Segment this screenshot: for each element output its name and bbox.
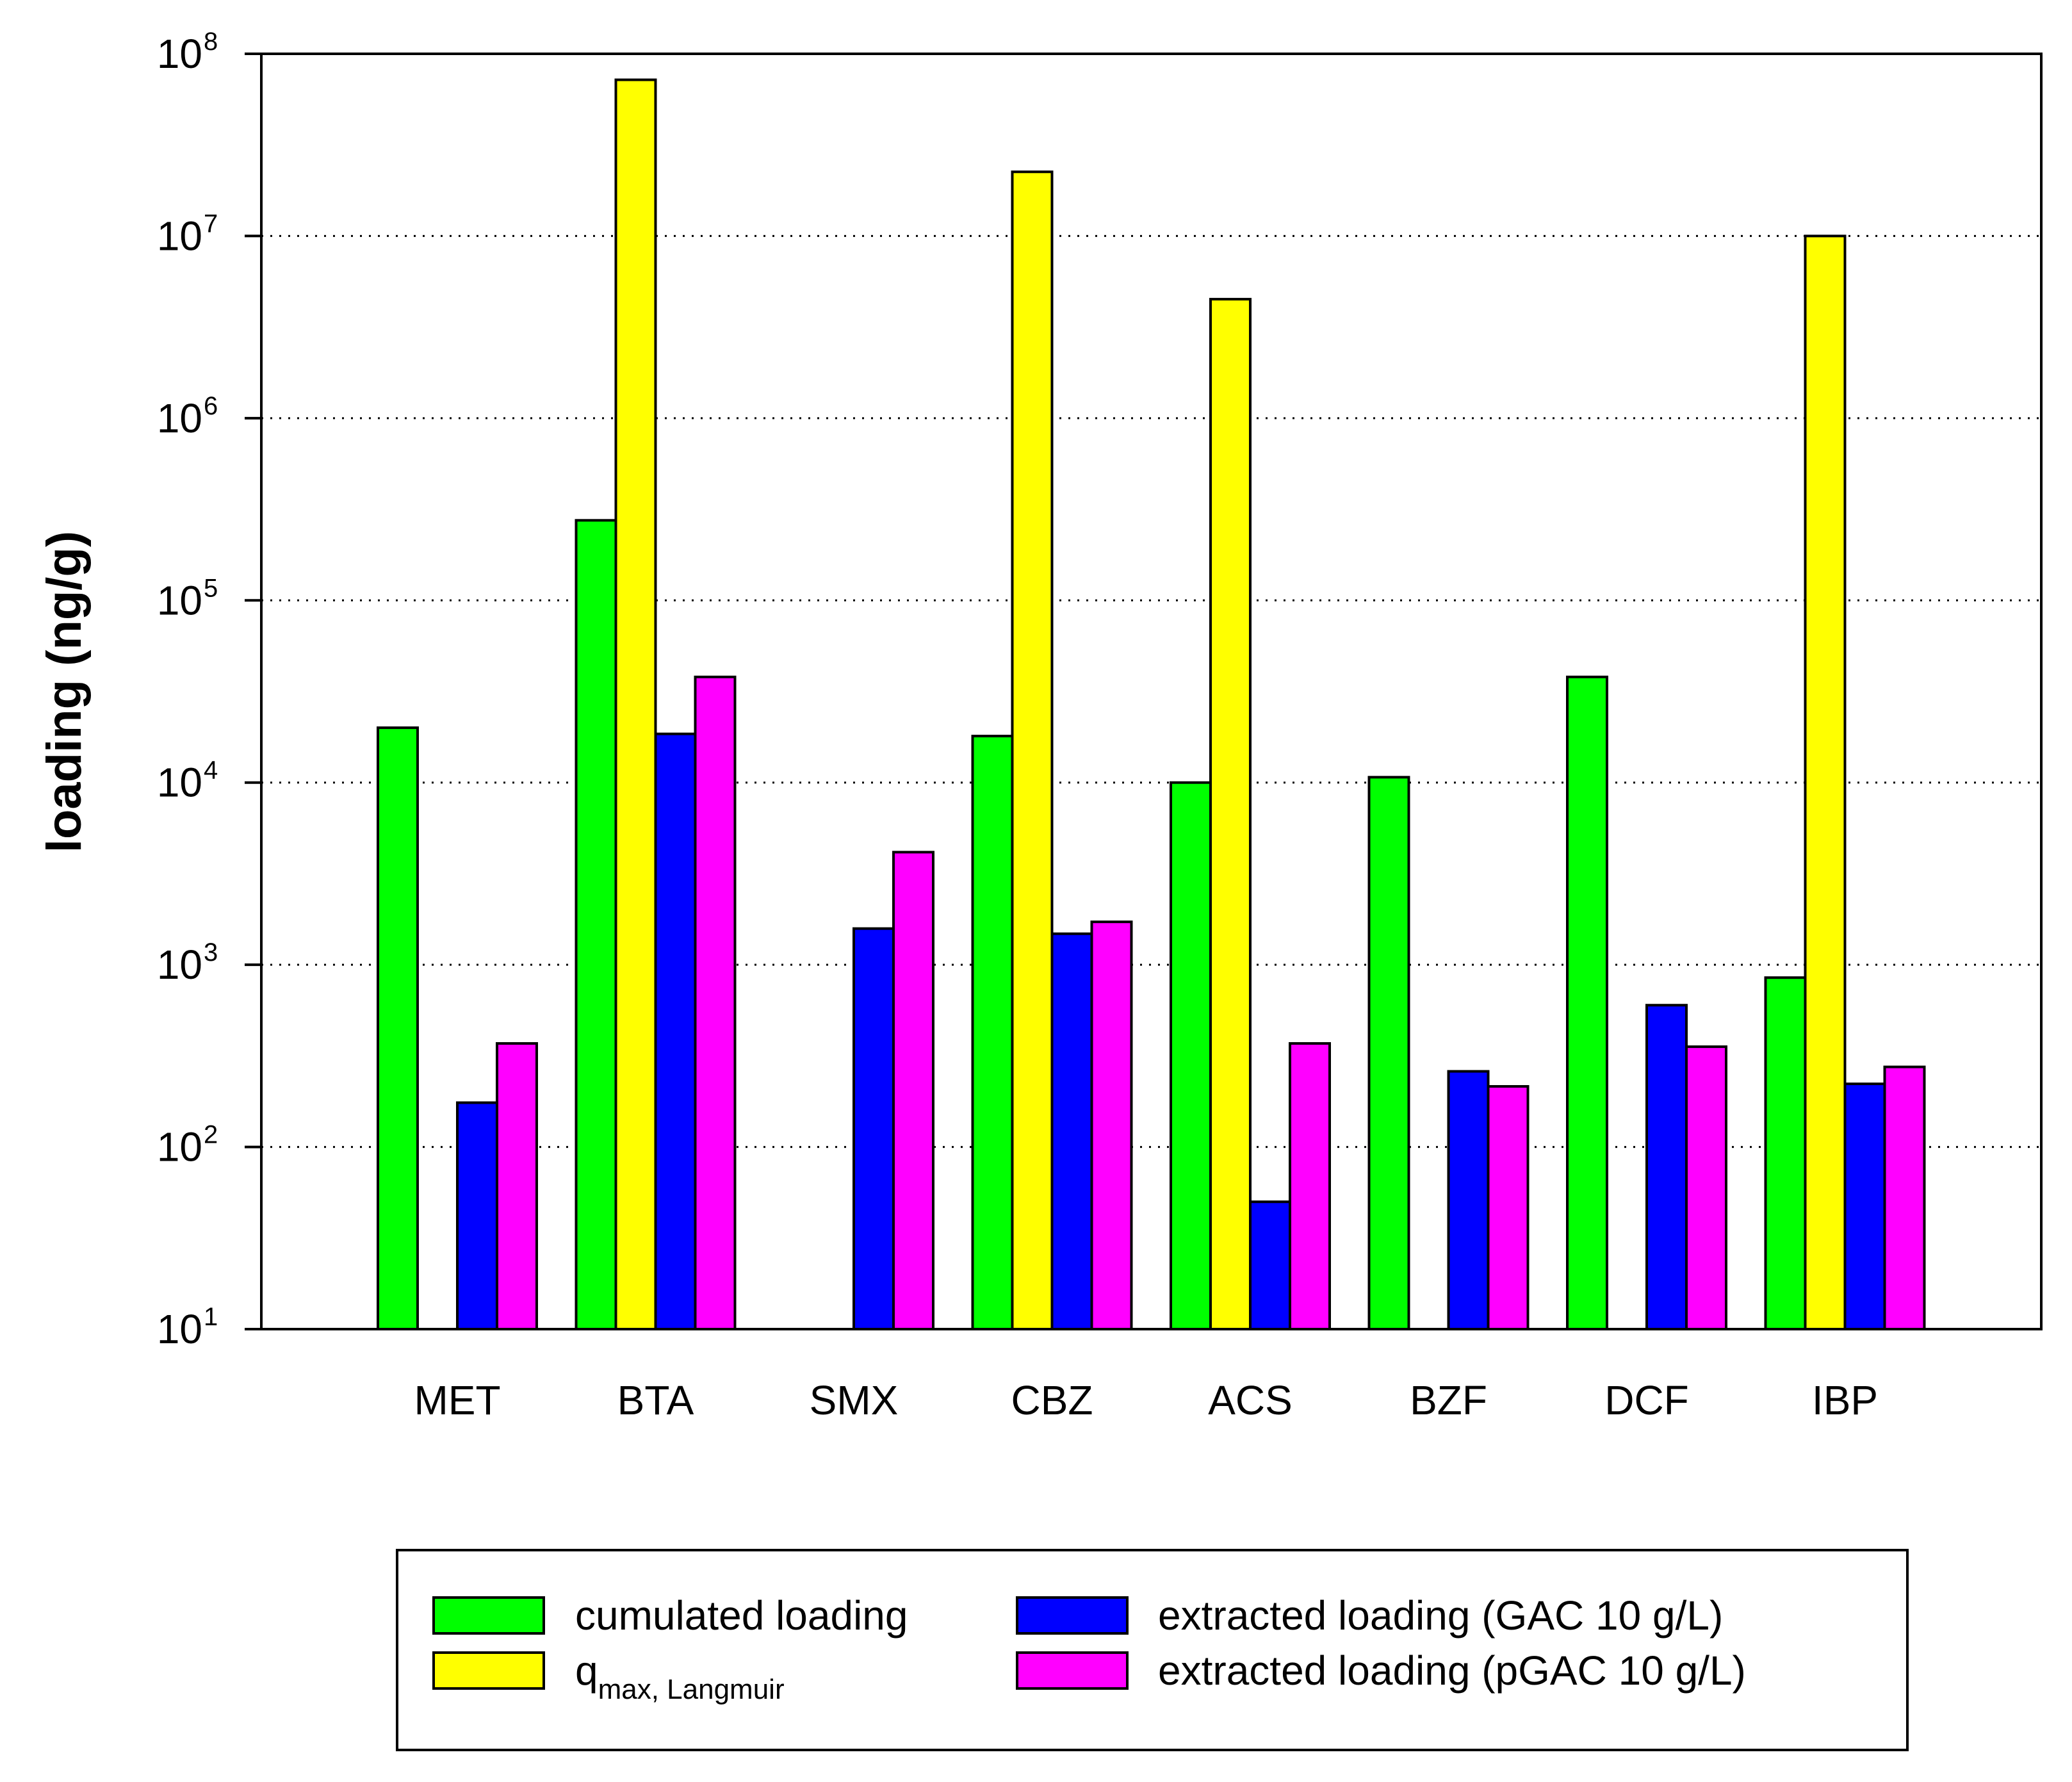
y-tick-label: 10: [157, 1306, 202, 1352]
legend-box: [396, 1549, 1909, 1751]
legend: cumulated loading qmax, Langmuir extract…: [396, 1549, 1909, 1751]
bar-acs-series-1: [1209, 298, 1252, 1331]
x-tick-label: BTA: [617, 1377, 694, 1423]
bar-acs-series-0: [1170, 781, 1212, 1330]
y-tick-exponent: 1: [204, 1303, 218, 1331]
bars: [377, 78, 1926, 1331]
y-tick-exponent: 2: [204, 1121, 218, 1149]
y-axis-label: loading (ng/g): [37, 531, 92, 853]
legend-swatch-cumulated-loading: [432, 1596, 545, 1635]
y-tick-label: 10: [157, 760, 202, 806]
legend-label-extracted-gac: extracted loading (GAC 10 g/L): [1158, 1592, 1723, 1639]
y-tick-label: 10: [157, 577, 202, 623]
x-tick-label: MET: [414, 1377, 500, 1423]
bar-met-series-3: [496, 1042, 538, 1330]
bar-ibp-series-2: [1843, 1083, 1886, 1330]
legend-label-qmax-main: q: [575, 1647, 598, 1694]
bar-acs-series-3: [1289, 1042, 1331, 1330]
bar-dcf-series-3: [1685, 1045, 1727, 1331]
y-tick-label: 10: [157, 395, 202, 441]
bar-cbz-series-1: [1011, 170, 1054, 1330]
y-tick-exponent: 4: [204, 756, 218, 785]
bar-met-series-0: [377, 726, 419, 1330]
bar-cbz-series-3: [1090, 920, 1133, 1330]
legend-label-qmax-langmuir: qmax, Langmuir: [575, 1647, 785, 1705]
legend-label-extracted-pgac: extracted loading (pGAC 10 g/L): [1158, 1647, 1746, 1694]
x-tick-label: SMX: [810, 1377, 899, 1423]
x-tick-label: BZF: [1410, 1377, 1487, 1423]
bar-bta-series-0: [575, 519, 617, 1331]
x-tick-label: ACS: [1208, 1377, 1293, 1423]
bar-met-series-2: [456, 1101, 498, 1330]
x-tick-label: IBP: [1812, 1377, 1878, 1423]
bar-dcf-series-0: [1566, 675, 1608, 1330]
bar-bta-series-1: [614, 78, 657, 1330]
bar-cbz-series-2: [1050, 932, 1093, 1330]
legend-swatch-extracted-pgac: [1016, 1651, 1129, 1690]
y-tick-label: 10: [157, 1124, 202, 1170]
bar-bta-series-2: [654, 732, 697, 1330]
y-tick-label: 10: [157, 942, 202, 988]
bar-ibp-series-3: [1883, 1065, 1926, 1330]
x-tick-label: DCF: [1604, 1377, 1689, 1423]
bar-bzf-series-0: [1367, 776, 1410, 1330]
legend-label-cumulated-loading: cumulated loading: [575, 1592, 908, 1639]
y-tick-exponent: 3: [204, 938, 218, 967]
y-tick-exponent: 8: [204, 28, 218, 56]
bar-bzf-series-3: [1487, 1085, 1530, 1331]
bar-bzf-series-2: [1447, 1070, 1490, 1330]
y-tick-label: 10: [157, 31, 202, 77]
bar-cbz-series-0: [971, 735, 1014, 1331]
bar-ibp-series-0: [1764, 976, 1807, 1330]
bar-acs-series-2: [1249, 1200, 1291, 1331]
plot-frame: [260, 53, 2043, 1330]
y-tick-exponent: 7: [204, 209, 218, 238]
bar-bta-series-3: [694, 675, 737, 1330]
legend-swatch-extracted-gac: [1016, 1596, 1129, 1635]
y-tick-exponent: 6: [204, 392, 218, 420]
legend-label-qmax-subscript: max, Langmuir: [598, 1674, 785, 1705]
x-axis: MET BTA SMX CBZ ACS BZF DCF IBP: [414, 1377, 1878, 1423]
bar-smx-series-3: [892, 851, 934, 1330]
gridlines: [261, 234, 2041, 1148]
legend-swatch-qmax-langmuir: [432, 1651, 545, 1690]
bar-ibp-series-1: [1804, 234, 1847, 1330]
x-tick-label: CBZ: [1011, 1377, 1093, 1423]
bar-dcf-series-2: [1645, 1004, 1688, 1330]
bar-smx-series-2: [852, 927, 895, 1331]
y-tick-exponent: 5: [204, 574, 218, 602]
y-tick-label: 10: [157, 213, 202, 259]
